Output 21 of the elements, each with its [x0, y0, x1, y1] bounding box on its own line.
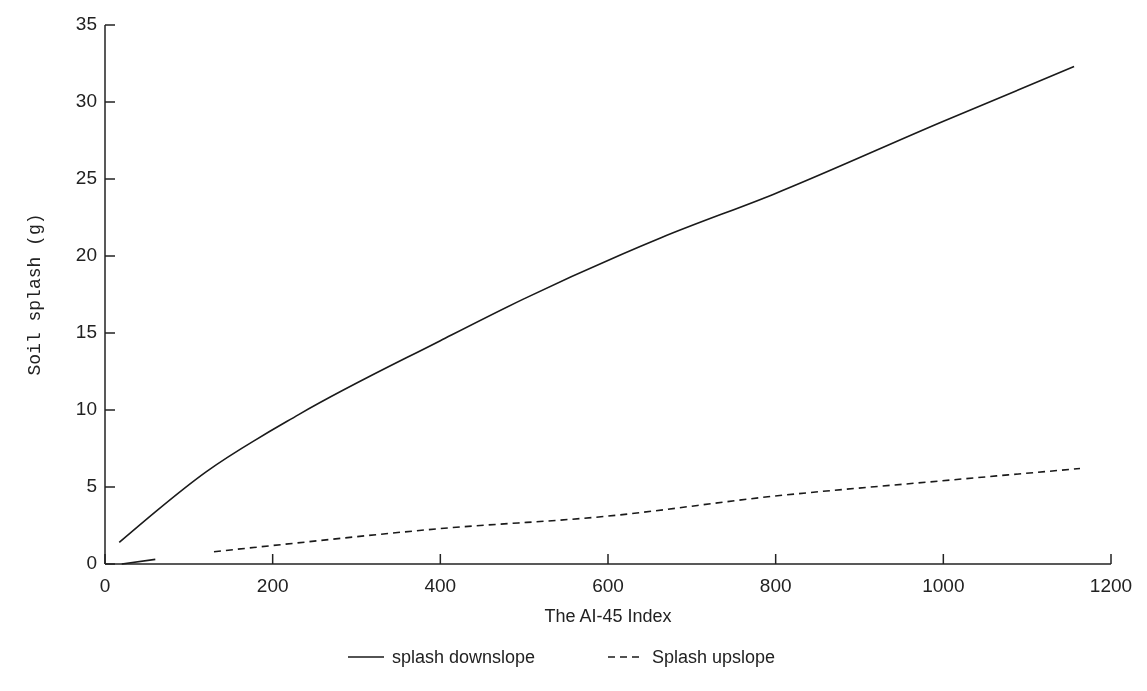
x-tick-label: 0	[99, 575, 111, 596]
x-axis-title: The AI-45 Index	[544, 606, 672, 626]
x-tick-label: 200	[256, 575, 289, 596]
line-series	[118, 65, 1075, 544]
y-tick-label: 0	[86, 552, 97, 574]
x-tick-label: 1000	[922, 575, 965, 596]
y-tick-label: 30	[75, 90, 97, 112]
y-tick-label: 35	[75, 13, 97, 35]
y-axis-title: Soil splash (g)	[25, 213, 45, 376]
legend-label: splash downslope	[392, 647, 536, 667]
y-tick-label: 20	[75, 244, 97, 266]
x-tick-label: 400	[424, 575, 457, 596]
x-tick-label: 1200	[1089, 575, 1133, 596]
x-tick-label: 600	[592, 575, 624, 596]
x-tick-label: 800	[759, 575, 792, 596]
line-series	[213, 467, 1081, 553]
y-tick-label: 15	[75, 321, 97, 343]
y-tick-label: 10	[75, 398, 97, 420]
y-tick-label: 25	[75, 167, 97, 189]
legend-label: Splash upslope	[652, 647, 776, 667]
y-tick-label: 5	[86, 475, 97, 497]
